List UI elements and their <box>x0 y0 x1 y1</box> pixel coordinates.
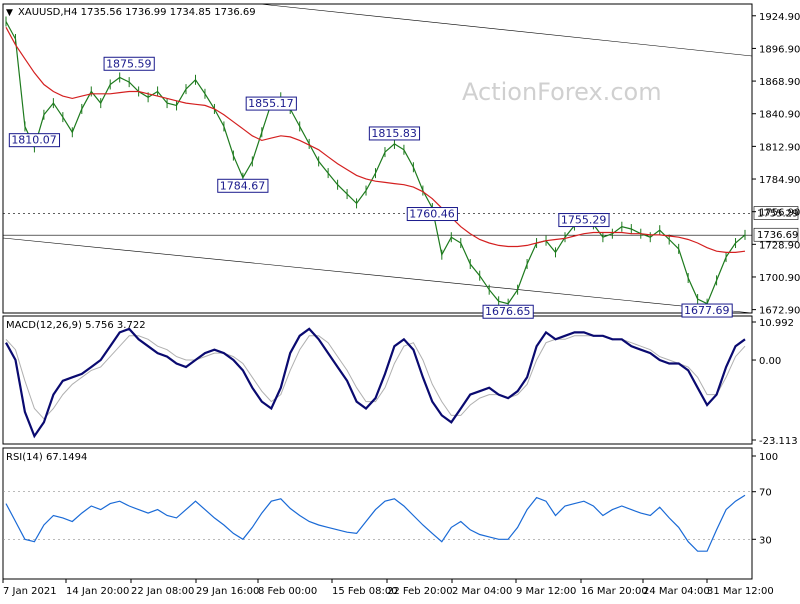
x-tick-label: 15 Feb 08:00 <box>332 586 398 597</box>
annotation-box <box>681 303 733 318</box>
x-tick-label: 22 Jan 08:00 <box>131 586 194 597</box>
rsi-tick-label: 100 <box>759 452 778 463</box>
price-tick-label: 1756.90 <box>759 208 800 219</box>
watermark: ActionForex.com <box>462 78 662 106</box>
x-tick-label: 29 Jan 16:00 <box>196 586 259 597</box>
macd-title: MACD(12,26,9) 5.756 3.722 <box>6 320 146 331</box>
rsi-title: RSI(14) 67.1494 <box>6 452 87 463</box>
price-tick-label: 1896.90 <box>759 44 800 55</box>
macd-tick-label: 0.00 <box>759 356 781 367</box>
price-tick-label: 1700.90 <box>759 273 800 284</box>
rsi-line <box>5 494 746 552</box>
x-tick-label: 7 Jan 2021 <box>3 586 57 597</box>
macd-line <box>5 327 746 439</box>
price-tick-label: 1812.90 <box>759 142 800 153</box>
annotation-label: 1677.69 <box>684 304 730 317</box>
annotation-label: 1815.83 <box>371 127 417 140</box>
annotation-label: 1760.46 <box>409 208 455 221</box>
symbol-label: XAUUSD,H4 1735.56 1736.99 1734.85 1736.6… <box>18 7 256 18</box>
level-label-0: 1755.29 <box>757 209 798 220</box>
annotation-box <box>217 178 269 193</box>
annotation-label: 1755.29 <box>561 214 607 227</box>
x-tick-label: 8 Feb 00:00 <box>258 586 317 597</box>
price-panel <box>2 3 753 314</box>
x-tick-label: 22 Feb 20:00 <box>387 586 453 597</box>
x-tick-label: 9 Mar 12:00 <box>516 586 576 597</box>
annotation-box <box>558 213 610 228</box>
rsi-tick-label: 30 <box>759 535 772 546</box>
channel-lower-line <box>2 237 753 314</box>
annotation-box <box>8 133 61 148</box>
price-tick-label: 1784.90 <box>759 175 800 186</box>
annotation-box <box>368 126 421 141</box>
channel-upper-line <box>259 3 753 57</box>
x-tick-label: 2 Mar 04:00 <box>452 586 512 597</box>
annotation-label: 1810.07 <box>11 134 57 147</box>
x-tick-label: 16 Mar 20:00 <box>581 586 648 597</box>
x-tick-label: 24 Mar 04:00 <box>643 586 710 597</box>
x-tick-label: 31 Mar 12:00 <box>707 586 774 597</box>
collapse-arrow-icon[interactable]: ▼ <box>6 8 13 18</box>
moving-average-line <box>5 27 746 253</box>
rsi-tick-label: 70 <box>759 488 772 499</box>
macd-tick-label: 10.992 <box>759 318 794 329</box>
annotation-box <box>245 96 297 111</box>
annotation-box <box>103 56 155 71</box>
annotation-label: 1875.59 <box>106 57 152 70</box>
level-badge-0 <box>753 206 799 220</box>
rsi-panel <box>2 447 753 580</box>
macd-tick-label: -23.113 <box>759 436 798 447</box>
annotation-label: 1855.17 <box>248 97 294 110</box>
price-tick-label: 1672.90 <box>759 306 800 317</box>
price-tick-label: 1868.90 <box>759 77 800 88</box>
level-badge-1 <box>753 227 799 242</box>
level-label-1: 1736.69 <box>757 230 798 241</box>
price-tick-label: 1924.90 <box>759 12 800 23</box>
x-tick-label: 14 Jan 20:00 <box>66 586 129 597</box>
annotation-label: 1676.65 <box>485 305 531 318</box>
annotation-label: 1784.67 <box>220 179 266 192</box>
macd-panel <box>2 315 753 445</box>
price-tick-label: 1840.90 <box>759 110 800 121</box>
price-tick-label: 1728.90 <box>759 240 800 251</box>
annotation-box <box>482 304 534 319</box>
annotation-box <box>406 207 458 222</box>
